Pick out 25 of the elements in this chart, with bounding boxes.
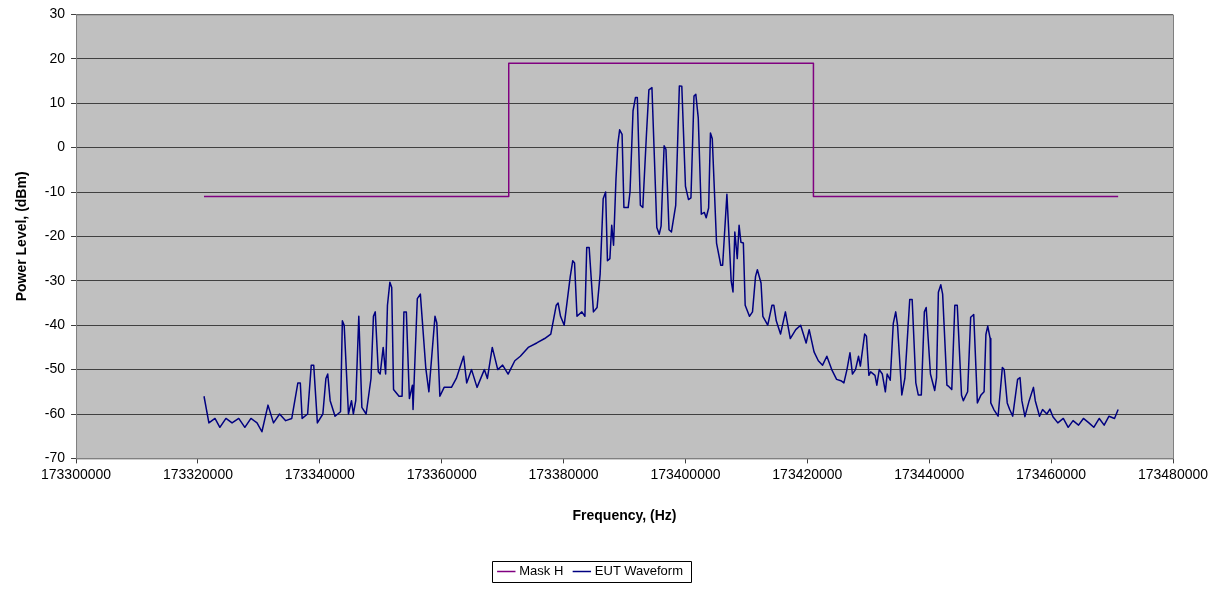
y-tick-label: 0 xyxy=(57,138,66,155)
x-tick-label: 173400000 xyxy=(650,465,721,482)
x-tick-label: 173480000 xyxy=(1137,465,1209,482)
x-tick-label: 173420000 xyxy=(772,465,843,482)
y-tick-label: -30 xyxy=(44,271,66,288)
y-tick-label: 10 xyxy=(49,94,66,111)
y-tick-label: -60 xyxy=(44,404,66,421)
y-tick-label: -10 xyxy=(44,182,66,199)
y-tick-label: 20 xyxy=(49,49,66,66)
y-axis-title: Power Level, (dBm) xyxy=(13,171,30,302)
x-axis-title: Frequency, (Hz) xyxy=(572,507,677,524)
legend-label: Mask H xyxy=(519,563,564,579)
y-tick-label: -40 xyxy=(44,316,66,333)
x-tick-label: 173440000 xyxy=(894,465,965,482)
y-tick-label: 30 xyxy=(49,5,66,22)
x-tick-label: 173320000 xyxy=(162,465,234,482)
x-tick-label: 173300000 xyxy=(41,465,112,482)
x-tick-label: 173360000 xyxy=(406,465,477,482)
x-tick-label: 173460000 xyxy=(1016,465,1087,482)
x-tick-label: 173340000 xyxy=(284,465,356,482)
legend-label: EUT Waveform xyxy=(594,563,683,579)
y-tick-label: -20 xyxy=(44,227,66,244)
y-tick-label: -50 xyxy=(44,360,66,377)
y-tick-label: -70 xyxy=(44,449,66,466)
x-tick-label: 173380000 xyxy=(528,465,599,482)
